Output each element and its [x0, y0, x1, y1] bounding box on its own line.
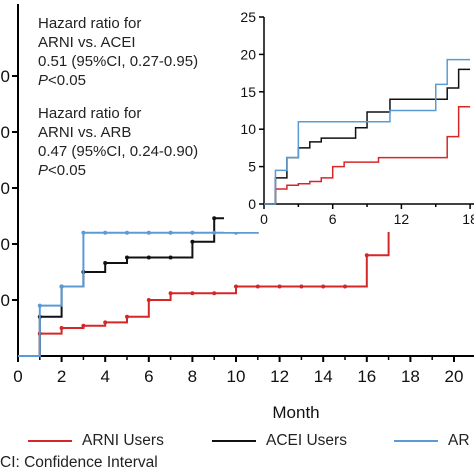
data-point-ar — [59, 284, 64, 289]
inset-y-tick-label: 0 — [248, 196, 256, 212]
data-point-arni-users — [190, 291, 195, 296]
data-point-ar — [190, 230, 195, 235]
inset-plot: 0 5 10 15 20 25 0 6 12 18 — [224, 8, 474, 232]
inset-y-tick-label: 5 — [248, 159, 256, 175]
x-tick-label: 2 — [57, 367, 66, 386]
x-tick-label: 14 — [314, 367, 333, 386]
data-point-arni-users — [146, 298, 151, 302]
hazard-ratio-arb-annotation: Hazard ratio for ARNI vs. ARB 0.47 (95%C… — [38, 104, 198, 180]
data-point-ar — [37, 303, 42, 308]
data-point-arni-users — [255, 284, 260, 289]
y-tick-label: 0 — [1, 123, 10, 142]
legend-item-arni: ARNI Users — [28, 432, 164, 450]
data-point-arni-users — [125, 314, 129, 319]
data-point-ar — [146, 230, 151, 235]
legend-label-arb: AR — [448, 432, 470, 449]
data-point-acei-users — [168, 255, 173, 260]
footnote: CI: Confidence Interval — [0, 454, 158, 471]
x-tick-label: 0 — [13, 367, 22, 386]
data-point-ar — [81, 230, 86, 235]
inset-y-tick-label: 25 — [240, 9, 256, 25]
inset-y-tick-label: 20 — [240, 46, 256, 62]
data-point-arni-users — [81, 323, 86, 328]
hr-arb-line1: Hazard ratio for — [38, 105, 142, 122]
hr-arb-p-line: P<0.05 — [38, 161, 198, 180]
data-point-arni-users — [277, 284, 282, 289]
data-point-ar — [103, 230, 108, 235]
hr-arb-line2: ARNI vs. ARB — [38, 124, 132, 141]
data-point-ar — [168, 230, 173, 235]
data-point-arni-users — [343, 284, 347, 289]
data-point-arni-users — [299, 284, 304, 289]
p-value: <0.05 — [48, 72, 86, 89]
legend-label-arni: ARNI Users — [82, 432, 164, 449]
hazard-ratio-acei-annotation: Hazard ratio for ARNI vs. ACEI 0.51 (95%… — [38, 14, 198, 90]
x-tick-label: 6 — [144, 367, 153, 386]
hr-arb-line3: 0.47 (95%CI, 0.24-0.90) — [38, 143, 199, 160]
data-point-ar — [125, 230, 129, 235]
x-tick-label: 10 — [227, 367, 246, 386]
data-point-arni-users — [59, 326, 64, 330]
data-point-acei-users — [103, 261, 108, 266]
x-tick-label: 4 — [100, 367, 109, 386]
data-point-acei-users — [190, 239, 195, 244]
y-tick-label: 0 — [1, 235, 10, 254]
inset-x-tick-label: 0 — [260, 211, 268, 227]
y-tick-label: 0 — [1, 67, 10, 86]
y-tick-label: 0 — [1, 179, 10, 198]
legend-item-arb: AR — [394, 432, 470, 450]
legend-label-acei: ACEI Users — [266, 432, 347, 449]
inset-x-tick-label: 18 — [462, 211, 474, 227]
hr-acei-line1: Hazard ratio for — [38, 15, 142, 32]
hr-acei-line2: ARNI vs. ACEI — [38, 34, 136, 51]
data-point-arni-users — [364, 253, 369, 258]
inset-y-tick-label: 10 — [240, 121, 256, 137]
inset-series-line-arni-users — [264, 106, 471, 205]
data-point-acei-users — [125, 255, 129, 260]
x-tick-label: 16 — [357, 367, 376, 386]
p-symbol: P — [38, 72, 49, 89]
x-tick-label: 8 — [188, 367, 197, 386]
data-point-arni-users — [321, 284, 326, 289]
data-point-arni-users — [168, 291, 173, 296]
x-tick-label: 20 — [445, 367, 464, 386]
inset-background — [224, 8, 474, 232]
legend-item-acei: ACEI Users — [212, 432, 347, 450]
legend-swatch-acei — [212, 439, 256, 442]
inset-series-line-ar — [264, 58, 471, 205]
inset-x-tick-label: 6 — [329, 211, 337, 227]
p-symbol: P — [38, 162, 49, 179]
p-value: <0.05 — [48, 162, 86, 179]
data-point-arni-users — [212, 291, 217, 296]
x-tick-label: 12 — [270, 367, 289, 386]
hr-acei-line3: 0.51 (95%CI, 0.27-0.95) — [38, 53, 199, 70]
data-point-arni-users — [103, 320, 108, 325]
x-tick-label: 18 — [401, 367, 420, 386]
x-axis-label: Month — [272, 403, 319, 422]
inset-y-tick-label: 15 — [240, 84, 256, 100]
data-point-ar — [212, 230, 217, 235]
inset-x-tick-label: 12 — [394, 211, 410, 227]
legend-swatch-arb — [394, 439, 438, 442]
data-point-acei-users — [146, 255, 151, 260]
hr-acei-p-line: P<0.05 — [38, 71, 198, 90]
data-point-acei-users — [212, 216, 217, 221]
legend-swatch-arni — [28, 439, 72, 442]
data-point-arni-users — [234, 284, 238, 289]
y-tick-label: 0 — [1, 291, 10, 310]
